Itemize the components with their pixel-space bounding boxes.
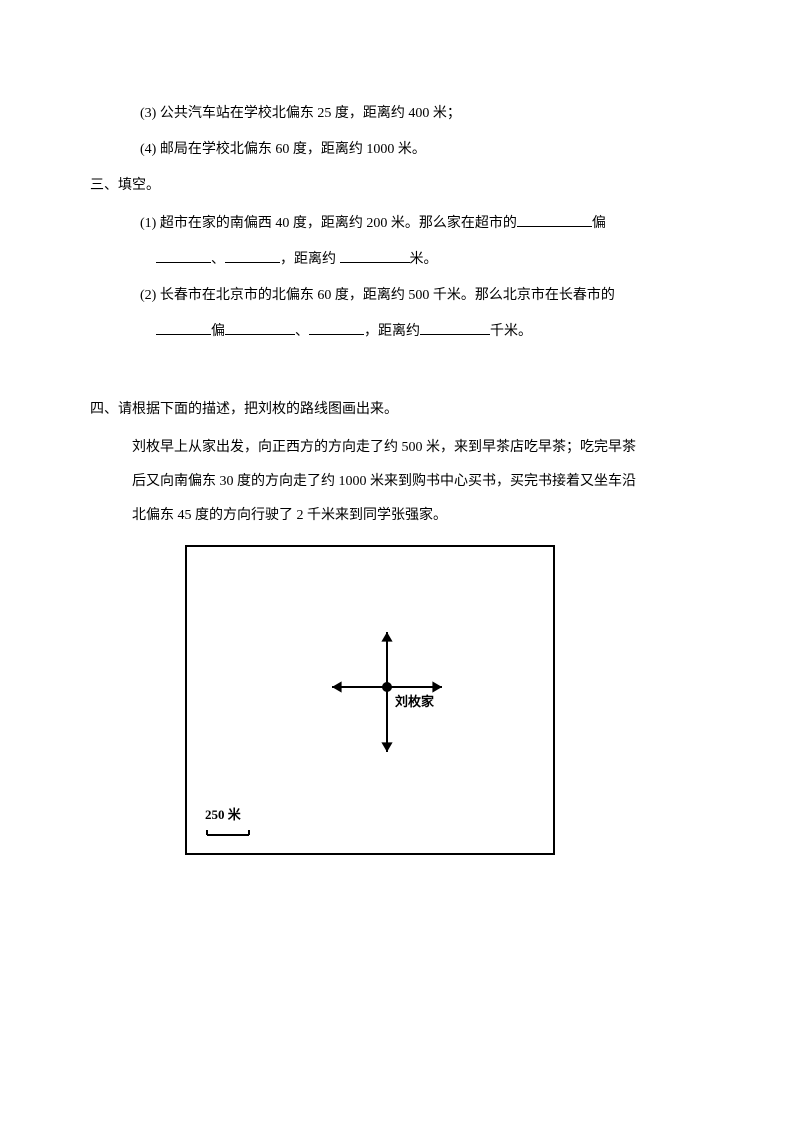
blank-fill: [309, 321, 364, 335]
compass-center-label: 刘枚家: [395, 689, 434, 715]
q2-text-1: (2) 长春市在北京市的北偏东 60 度，距离约 500 千米。那么北京市在长春…: [140, 288, 615, 303]
section-3-header: 三、填空。: [90, 172, 703, 200]
section-4-para-2: 后又向南偏东 30 度的方向走了约 1000 米来到购书中心买书，买完书接着又坐…: [90, 468, 703, 496]
section-3-q2-line1: (2) 长春市在北京市的北偏东 60 度，距离约 500 千米。那么北京市在长春…: [90, 282, 703, 310]
q1-mid: ，距离约: [280, 252, 340, 267]
para1-text: 刘枚早上从家出发，向正西方的方向走了约 500 米，来到早茶店吃早茶；吃完早茶: [132, 440, 636, 455]
section-3-q2-line2: 偏 、 ，距离约 千米。: [90, 318, 703, 346]
q2-sep: 、: [295, 324, 309, 339]
para3-text: 北偏东 45 度的方向行驶了 2 千米来到同学张强家。: [132, 508, 447, 523]
q2-mid1: 偏: [211, 324, 225, 339]
section-4-para-1: 刘枚早上从家出发，向正西方的方向走了约 500 米，来到早茶店吃早茶；吃完早茶: [90, 434, 703, 462]
scale-label-text: 250 米: [205, 807, 241, 822]
blank-fill: [156, 321, 211, 335]
scale-label: 250 米: [205, 802, 251, 828]
q2-tail: 千米。: [490, 324, 532, 339]
q1-tail2: 米。: [410, 252, 438, 267]
section-4-header-text: 四、请根据下面的描述，把刘枚的路线图画出来。: [90, 402, 398, 417]
blank-fill: [225, 249, 280, 263]
q1-sep: 、: [211, 252, 225, 267]
diagram-container: 刘枚家 250 米: [185, 545, 555, 855]
scale-container: 250 米: [205, 802, 251, 838]
problem-3-text: (3) 公共汽车站在学校北偏东 25 度，距离约 400 米；: [140, 106, 461, 121]
section-4-header: 四、请根据下面的描述，把刘枚的路线图画出来。: [90, 396, 703, 424]
blank-fill: [340, 249, 410, 263]
problem-item-3: (3) 公共汽车站在学校北偏东 25 度，距离约 400 米；: [90, 100, 703, 128]
para2-text: 后又向南偏东 30 度的方向走了约 1000 米来到购书中心买书，买完书接着又坐…: [132, 474, 636, 489]
section-4-para-3: 北偏东 45 度的方向行驶了 2 千米来到同学张强家。: [90, 502, 703, 530]
blank-fill: [156, 249, 211, 263]
blank-fill: [420, 321, 490, 335]
section-3-header-text: 三、填空。: [90, 178, 160, 193]
scale-bar-svg: [205, 828, 251, 838]
problem-item-4: (4) 邮局在学校北偏东 60 度，距离约 1000 米。: [90, 136, 703, 164]
section-3-q1-line1: (1) 超市在家的南偏西 40 度，距离约 200 米。那么家在超市的 偏: [90, 210, 703, 238]
blank-fill: [225, 321, 295, 335]
center-label-text: 刘枚家: [395, 694, 434, 709]
problem-4-text: (4) 邮局在学校北偏东 60 度，距离约 1000 米。: [140, 142, 426, 157]
q1-tail: 偏: [592, 216, 606, 231]
q2-mid2: ，距离约: [364, 324, 420, 339]
blank-fill: [517, 213, 592, 227]
q1-text-1: (1) 超市在家的南偏西 40 度，距离约 200 米。那么家在超市的: [140, 216, 517, 231]
section-3-q1-line2: 、 ，距离约 米。: [90, 246, 703, 274]
